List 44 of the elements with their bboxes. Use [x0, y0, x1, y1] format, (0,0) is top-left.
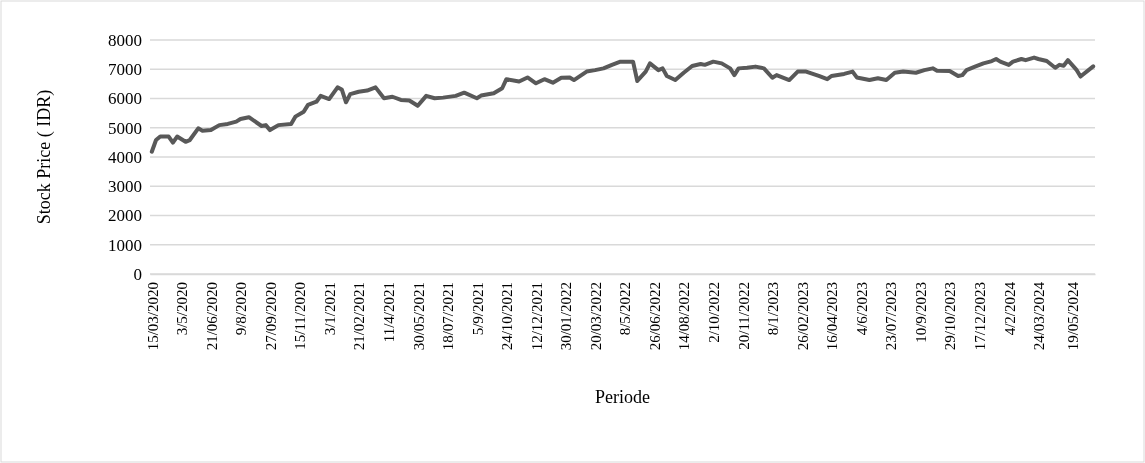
x-tick-label: 3/5/2020 [174, 282, 191, 336]
x-tick-label: 18/07/2021 [440, 282, 457, 351]
x-tick-label: 26/02/2023 [794, 282, 811, 351]
x-tick-label: 8/5/2022 [617, 282, 634, 336]
x-tick-label: 11/4/2021 [380, 282, 397, 343]
y-axis-title: Stock Price ( IDR) [34, 89, 55, 225]
x-tick-label: 26/06/2022 [646, 282, 663, 351]
y-tick-label: 0 [133, 264, 142, 284]
x-tick-label: 24/03/2024 [1031, 281, 1048, 351]
y-tick-label: 6000 [108, 89, 142, 109]
y-tick-label: 4000 [108, 147, 142, 167]
x-tick-label: 5/9/2021 [469, 282, 486, 336]
x-tick-label: 20/03/2022 [587, 282, 604, 351]
y-tick-label: 5000 [108, 118, 142, 138]
x-tick-label: 15/03/2020 [144, 282, 161, 351]
x-tick-label: 3/1/2021 [321, 282, 338, 336]
x-tick-label: 23/07/2023 [883, 282, 900, 351]
y-tick-label: 7000 [108, 60, 142, 80]
x-tick-label: 15/11/2020 [292, 282, 309, 350]
line-series [149, 55, 1096, 154]
x-tick-label: 14/08/2022 [676, 282, 693, 351]
x-tick-label: 4/6/2023 [853, 282, 870, 336]
y-tick-label: 1000 [108, 235, 142, 255]
x-tick-label: 2/10/2022 [706, 282, 723, 343]
y-tick-label: 8000 [108, 30, 142, 50]
x-tick-label: 9/8/2020 [233, 282, 250, 336]
x-tick-label: 21/02/2021 [351, 282, 368, 351]
x-tick-label: 4/2/2024 [1001, 281, 1018, 336]
x-tick-label: 16/04/2023 [824, 282, 841, 351]
x-tick-label: 27/09/2020 [262, 282, 279, 351]
x-tick-label: 10/9/2023 [912, 282, 929, 343]
y-tick-label: 3000 [108, 177, 142, 197]
x-tick-label: 30/01/2022 [558, 282, 575, 351]
x-tick-label: 30/05/2021 [410, 282, 427, 351]
x-tick-label: 12/12/2021 [528, 282, 545, 351]
x-tick-label: 19/05/2024 [1064, 281, 1081, 351]
x-tick-label: 29/10/2023 [942, 282, 959, 351]
x-tick-label: 21/06/2020 [203, 282, 220, 351]
x-tick-label: 24/10/2021 [499, 282, 516, 351]
y-tick-label: 2000 [108, 206, 142, 226]
x-tick-label: 20/11/2022 [735, 282, 752, 350]
x-axis-title: Periode [595, 387, 650, 407]
x-tick-label: 8/1/2023 [765, 282, 782, 336]
x-tick-label: 17/12/2023 [971, 282, 988, 351]
